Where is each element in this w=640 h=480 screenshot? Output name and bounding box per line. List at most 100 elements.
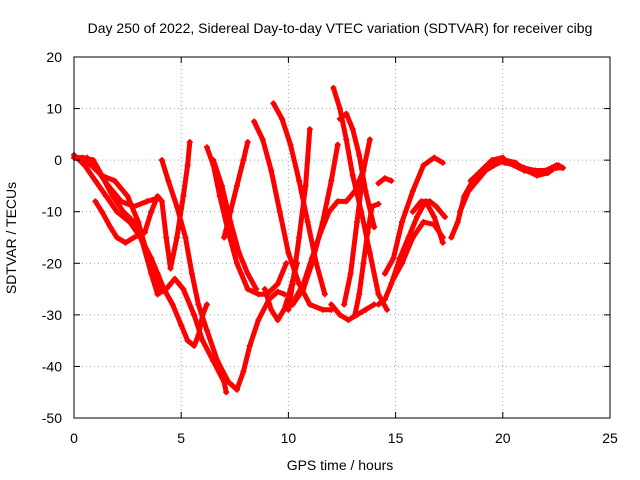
data-point bbox=[261, 286, 268, 293]
x-tick-label: 5 bbox=[177, 430, 185, 446]
data-point bbox=[167, 265, 174, 272]
series-arc-2 bbox=[154, 275, 230, 396]
data-point bbox=[105, 182, 112, 189]
data-point bbox=[341, 301, 348, 308]
data-point bbox=[103, 193, 110, 200]
data-point bbox=[163, 234, 170, 241]
data-point bbox=[306, 126, 313, 133]
series-line bbox=[142, 139, 193, 271]
data-point bbox=[414, 213, 421, 220]
data-point bbox=[227, 208, 234, 215]
data-point bbox=[244, 139, 251, 146]
data-point bbox=[369, 203, 376, 210]
data-point bbox=[439, 234, 446, 241]
data-point bbox=[214, 358, 221, 365]
data-point bbox=[399, 219, 406, 226]
data-point bbox=[143, 249, 150, 256]
data-point bbox=[171, 275, 178, 282]
data-point bbox=[169, 301, 176, 308]
data-point bbox=[141, 229, 148, 236]
y-tick-label: 0 bbox=[54, 152, 62, 168]
data-point bbox=[439, 239, 446, 246]
data-point bbox=[161, 286, 168, 293]
y-tick-label: -20 bbox=[42, 255, 62, 271]
data-point bbox=[173, 234, 180, 241]
series-markers bbox=[161, 159, 238, 390]
data-point bbox=[390, 275, 397, 282]
data-point bbox=[111, 177, 118, 184]
data-point bbox=[456, 208, 463, 215]
data-point bbox=[409, 234, 416, 241]
series-markers bbox=[180, 304, 208, 347]
data-point bbox=[233, 260, 240, 267]
data-point bbox=[285, 249, 292, 256]
data-point bbox=[317, 229, 324, 236]
data-point bbox=[216, 193, 223, 200]
data-point bbox=[276, 208, 283, 215]
data-point bbox=[351, 311, 358, 318]
series-markers bbox=[223, 141, 249, 238]
series-arc-18 bbox=[285, 126, 313, 313]
data-point bbox=[113, 234, 120, 241]
data-point bbox=[154, 193, 161, 200]
data-point bbox=[195, 332, 202, 339]
data-point bbox=[107, 224, 114, 231]
data-point bbox=[399, 260, 406, 267]
axis-ticks: 0 5 10 15 20 25 -50 -40 -30 -20 -10 0 10 20 bbox=[42, 49, 618, 446]
data-point bbox=[184, 337, 191, 344]
series-arc-12 bbox=[210, 157, 260, 293]
data-point bbox=[426, 198, 433, 205]
data-point bbox=[345, 317, 352, 324]
data-point bbox=[203, 301, 210, 308]
data-point bbox=[287, 141, 294, 148]
data-point bbox=[491, 157, 498, 164]
series-arc-22 bbox=[336, 110, 378, 231]
data-point bbox=[92, 177, 99, 184]
data-point bbox=[336, 311, 343, 318]
series-markers bbox=[339, 112, 375, 228]
data-point bbox=[328, 301, 335, 308]
data-point bbox=[302, 182, 309, 189]
data-point bbox=[319, 306, 326, 313]
data-point bbox=[283, 260, 290, 267]
data-point bbox=[285, 306, 292, 313]
data-point bbox=[195, 301, 202, 308]
data-point bbox=[362, 188, 369, 195]
data-point bbox=[343, 110, 350, 117]
data-point bbox=[439, 159, 446, 166]
series-markers bbox=[378, 200, 444, 305]
series-markers bbox=[264, 263, 298, 321]
data-point bbox=[246, 342, 253, 349]
data-point bbox=[165, 177, 172, 184]
data-point bbox=[94, 167, 101, 174]
series-markers bbox=[343, 139, 371, 305]
data-point bbox=[354, 219, 361, 226]
y-axis-label: SDTVAR / TECUs bbox=[3, 182, 19, 294]
data-point bbox=[98, 208, 105, 215]
data-point bbox=[521, 164, 528, 171]
y-tick-label: -10 bbox=[42, 204, 62, 220]
data-point bbox=[349, 172, 356, 179]
data-point bbox=[199, 337, 206, 344]
data-point bbox=[465, 188, 472, 195]
data-point bbox=[336, 105, 343, 112]
data-point bbox=[135, 219, 142, 226]
data-point bbox=[191, 342, 198, 349]
x-axis-label: GPS time / hours bbox=[287, 457, 394, 473]
data-point bbox=[454, 219, 461, 226]
data-point bbox=[448, 234, 455, 241]
data-point bbox=[188, 270, 195, 277]
data-point bbox=[223, 389, 230, 396]
data-point bbox=[534, 172, 541, 179]
data-point bbox=[343, 198, 350, 205]
data-point bbox=[371, 224, 378, 231]
data-point bbox=[409, 208, 416, 215]
data-point bbox=[441, 213, 448, 220]
data-point bbox=[433, 203, 440, 210]
series-arc-20 bbox=[328, 301, 378, 324]
x-tick-label: 10 bbox=[281, 430, 297, 446]
data-point bbox=[366, 249, 373, 256]
data-point bbox=[268, 167, 275, 174]
series-markers bbox=[332, 87, 388, 310]
